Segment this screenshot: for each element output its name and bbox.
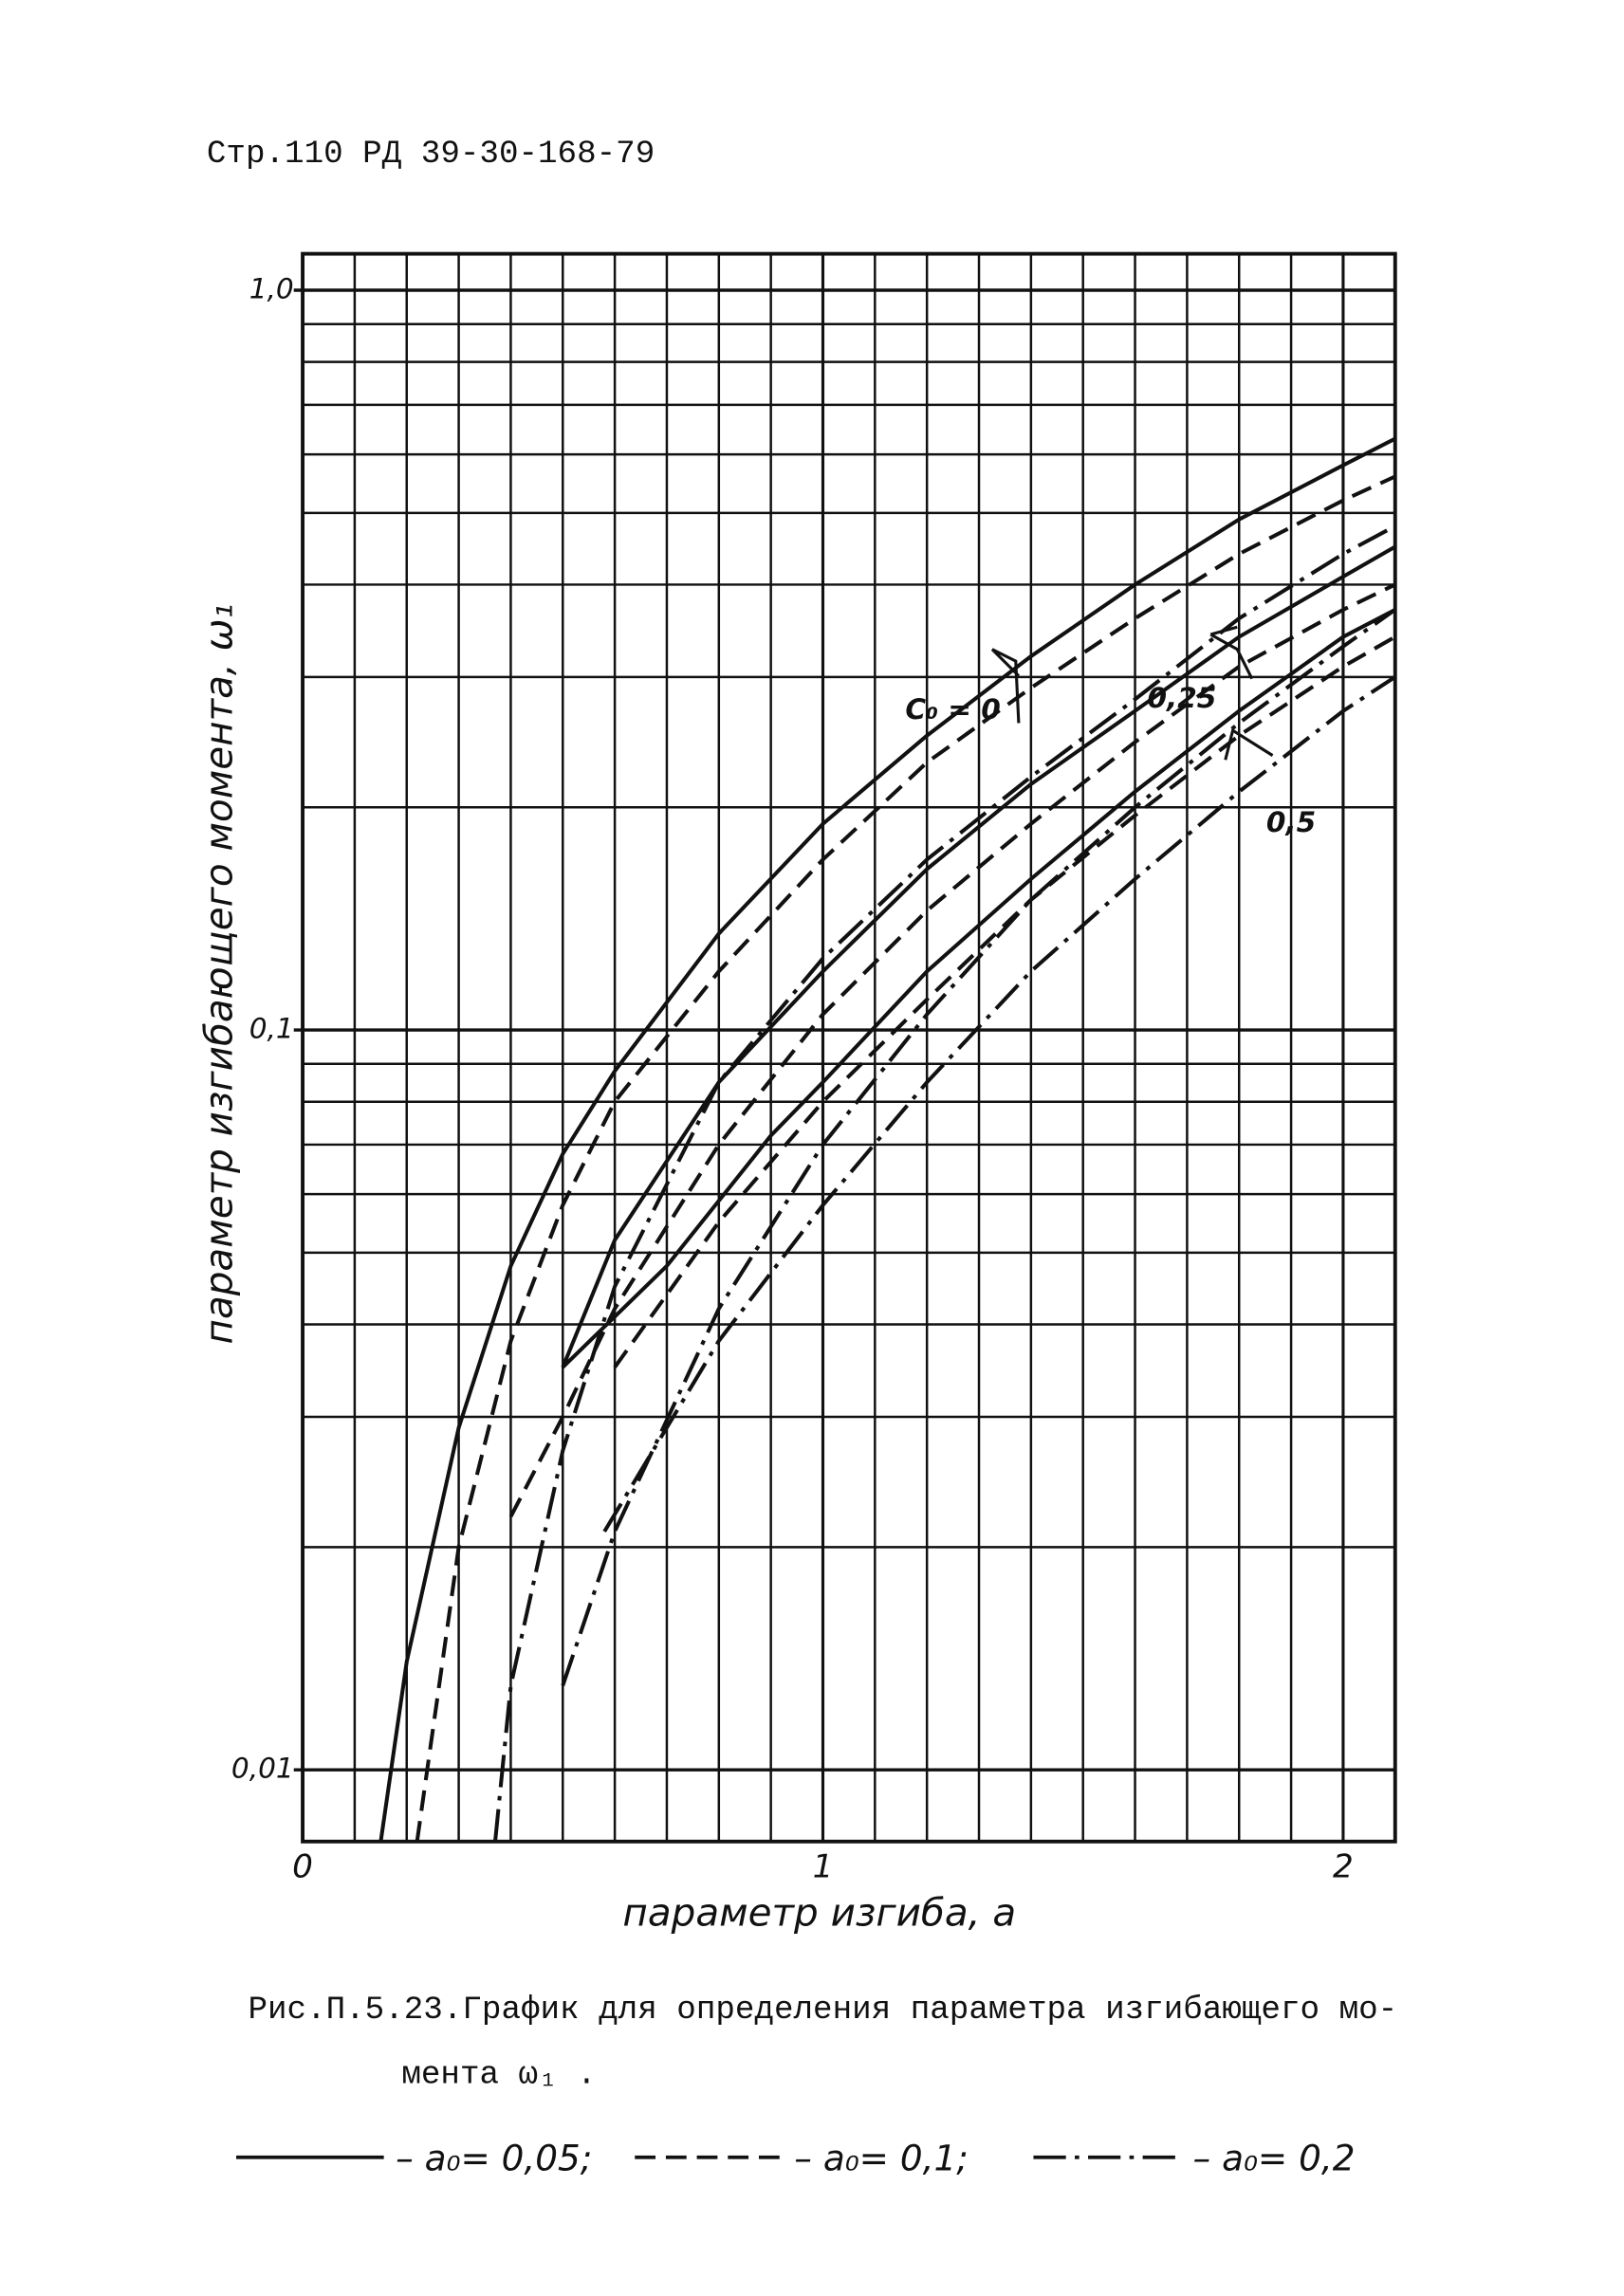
x-axis-label: параметр изгиба, a [622,1890,1016,1936]
curve [602,675,1396,1533]
x-tick-label: 1 [813,1847,834,1885]
page-header: Стр.110 РД 39-30-168-79 [207,137,655,173]
y-tick-label: 0,01 [231,1753,294,1785]
curve [508,582,1396,1517]
x-tick-label: 2 [1333,1847,1354,1885]
caption-line: мента ω₁ . [401,2058,596,2094]
y-axis-label: параметр изгибающего момента, ω₁ [195,603,241,1344]
curve [378,436,1396,1843]
annotation: 0,5 [1266,806,1316,838]
legend-label: – a₀= 0,2 [1193,2137,1356,2178]
legend-label: – a₀= 0,05; [396,2137,592,2178]
curve [415,474,1396,1843]
y-tick-label: 1,0 [249,273,294,305]
legend-label: – a₀= 0,1; [794,2137,968,2178]
caption-line: Рис.П.5.23.График для определения параме… [248,1993,1397,2029]
y-tick-label: 0,1 [249,1013,294,1045]
annotation: 0,25 [1147,682,1216,714]
curve [492,523,1396,1842]
curve [561,608,1396,1686]
annotation: C₀ = 0 [905,693,1001,726]
curve [613,634,1396,1368]
x-tick-label: 0 [292,1847,313,1885]
arrow [1224,727,1274,761]
curve [561,608,1396,1369]
curve [561,544,1396,1368]
